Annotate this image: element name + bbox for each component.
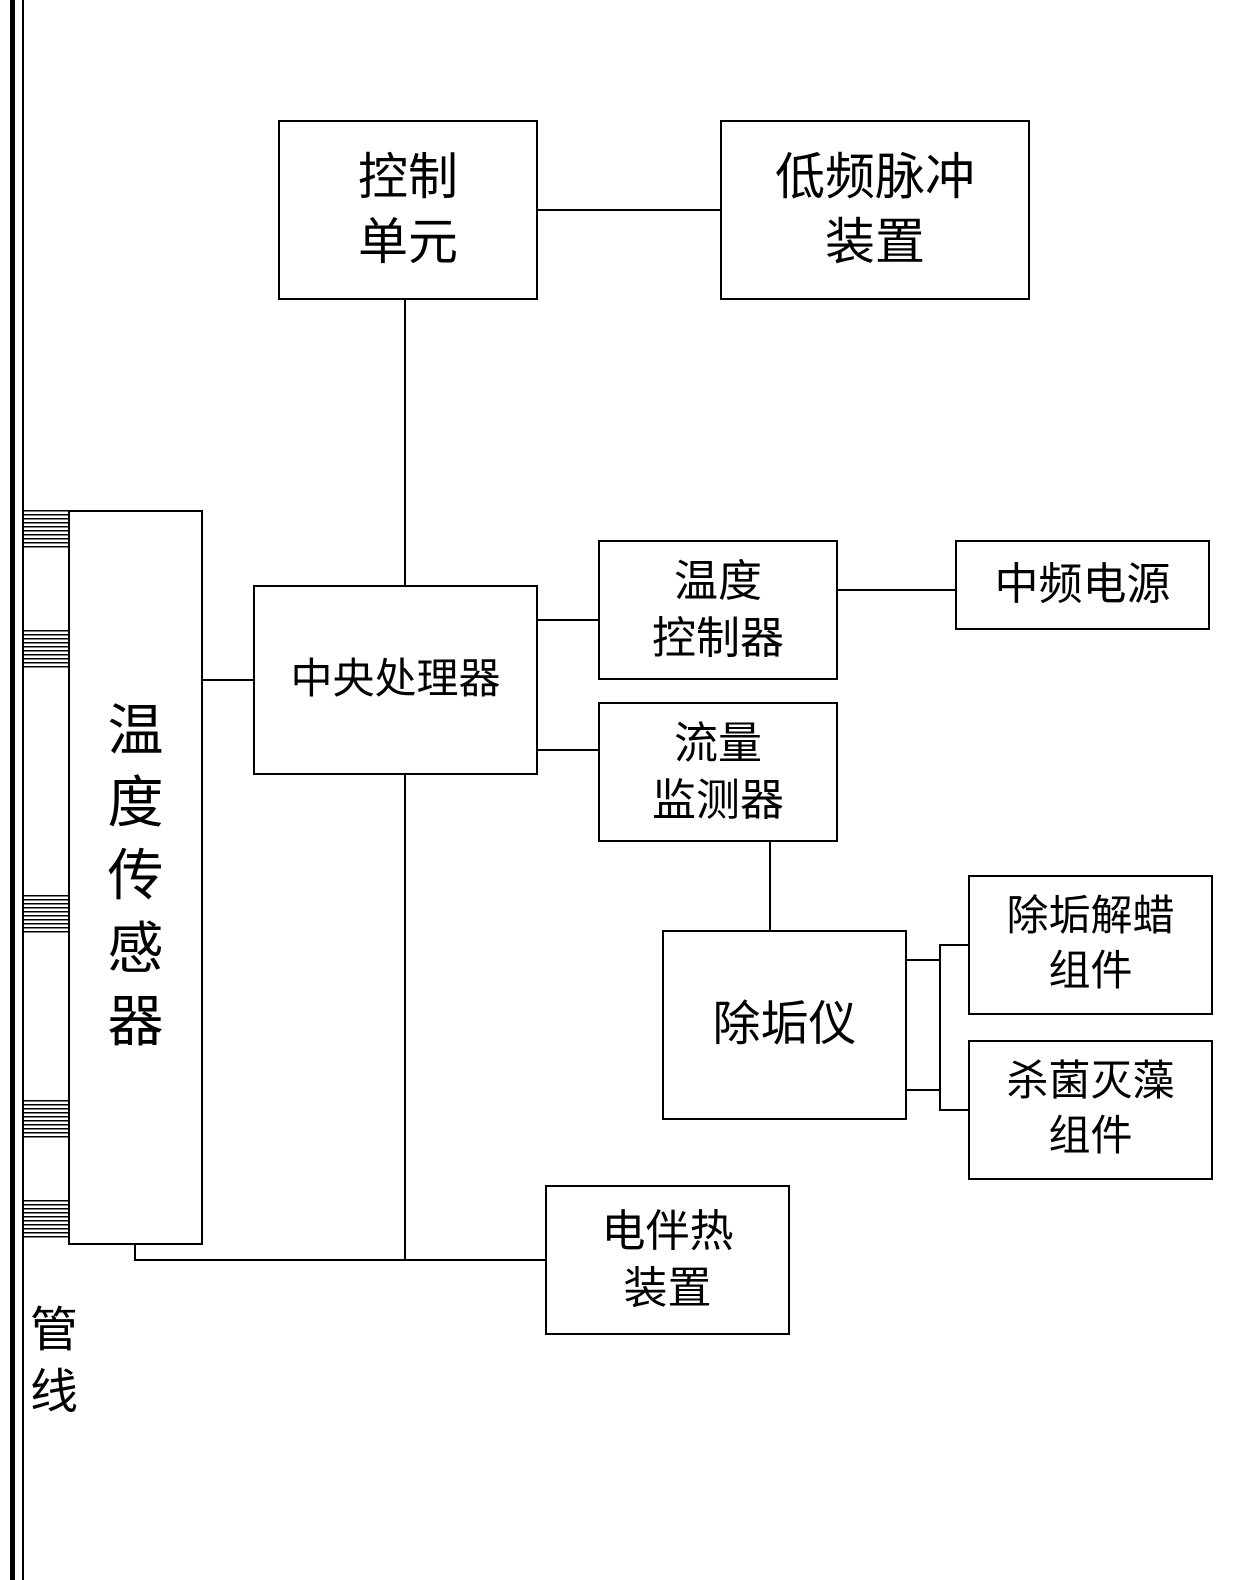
node-label: 中频电源	[995, 556, 1171, 613]
node-label: 温度传感器	[108, 696, 164, 1060]
node-descaler: 除垢仪	[662, 930, 907, 1120]
label-text: 管线	[30, 1304, 78, 1419]
pipeline-line-1	[10, 0, 15, 1580]
node-label: 温度控制器	[652, 553, 784, 667]
node-label: 电伴热装置	[602, 1203, 734, 1317]
pipeline-hatching-4	[22, 1200, 68, 1240]
node-low-freq-pulse: 低频脉冲装置	[720, 120, 1030, 300]
label-pipeline: 管线	[30, 1300, 78, 1425]
node-label: 杀菌灭藻组件	[1006, 1055, 1174, 1164]
pipeline-hatching-2	[22, 895, 68, 935]
pipeline-hatching-1	[22, 630, 68, 670]
node-label: 控制单元	[358, 145, 458, 275]
node-label: 中央处理器	[290, 653, 500, 708]
node-label: 除垢解蜡组件	[1006, 890, 1174, 999]
node-control-unit: 控制单元	[278, 120, 538, 300]
node-elec-heat: 电伴热装置	[545, 1185, 790, 1335]
block-diagram: 温度传感器 控制单元 低频脉冲装置 中央处理器 温度控制器 中频电源 流量监测器…	[0, 0, 1240, 1580]
node-mid-freq-power: 中频电源	[955, 540, 1210, 630]
node-label: 低频脉冲装置	[775, 145, 975, 275]
pipeline-hatching-0	[22, 510, 68, 550]
node-label: 流量监测器	[652, 715, 784, 829]
node-label: 除垢仪	[712, 994, 856, 1056]
node-cpu: 中央处理器	[253, 585, 538, 775]
node-sterilize: 杀菌灭藻组件	[968, 1040, 1213, 1180]
pipeline-hatching-3	[22, 1100, 68, 1140]
node-temp-controller: 温度控制器	[598, 540, 838, 680]
node-descale-wax: 除垢解蜡组件	[968, 875, 1213, 1015]
node-temp-sensor: 温度传感器	[68, 510, 203, 1245]
node-flow-monitor: 流量监测器	[598, 702, 838, 842]
pipeline-line-2	[22, 0, 24, 1580]
